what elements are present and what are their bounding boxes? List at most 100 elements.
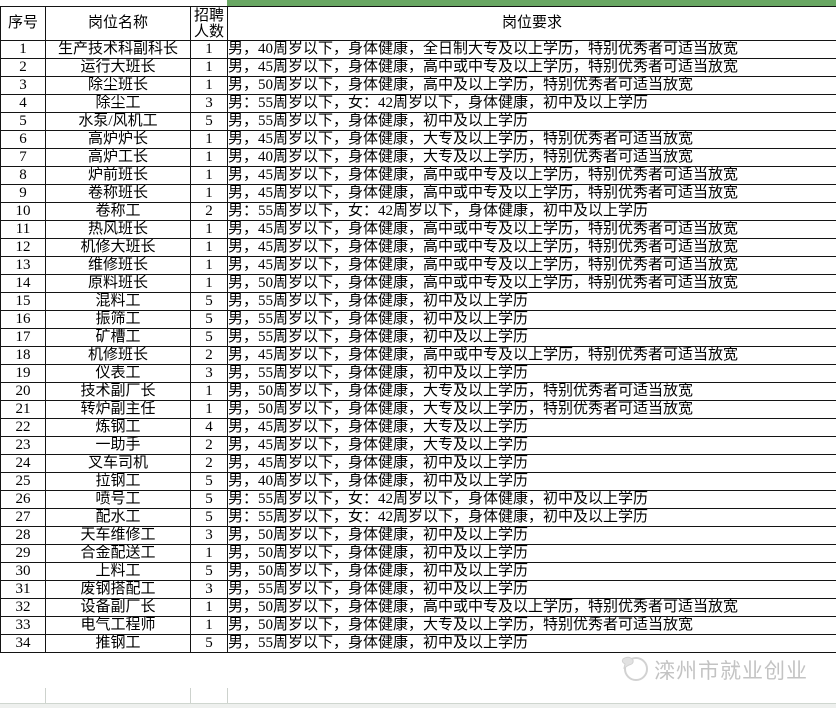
cell-position: 矿槽工 (45, 328, 191, 347)
table-row: 27 配水工 5 男：55周岁以下，女：42周岁以下，身体健康，初中及以上学历 (0, 508, 836, 527)
cell-seq: 17 (0, 328, 46, 347)
cell-count: 1 (190, 400, 228, 419)
table-row: 13 维修班长 1 男，45周岁以下，身体健康，高中或中专及以上学历，特别优秀者可适当… (0, 256, 836, 275)
cell-count: 5 (190, 508, 228, 527)
cell-position: 推钢工 (45, 634, 191, 653)
cell-seq: 15 (0, 292, 46, 311)
cell-position: 生产技术科副科长 (45, 40, 191, 59)
cell-seq: 10 (0, 202, 46, 221)
cell-seq: 11 (0, 220, 46, 239)
cell-seq: 13 (0, 256, 46, 275)
cell-requirements: 男，45周岁以下，身体健康，初中及以上学历 (227, 454, 836, 473)
table-row: 7 高炉工长 1 男，40周岁以下，身体健康，大专及以上学历，特别优秀者可适当放宽 (0, 148, 836, 167)
cell-requirements: 男，55周岁以下，身体健康，初中及以上学历 (227, 292, 836, 311)
stub-divider (227, 688, 228, 703)
cell-seq: 7 (0, 148, 46, 167)
table-row: 31 废钢搭配工 3 男，55周岁以下，身体健康，初中及以上学历 (0, 580, 836, 599)
cell-position: 技术副厂长 (45, 382, 191, 401)
cell-count: 2 (190, 436, 228, 455)
cell-position: 高炉炉长 (45, 130, 191, 149)
cell-seq: 31 (0, 580, 46, 599)
table-row: 29 合金配送工 1 男，50周岁以下，身体健康，初中及以上学历 (0, 544, 836, 563)
watermark: 滦州市就业创业 (620, 650, 830, 690)
cell-requirements: 男，50周岁以下，身体健康，初中及以上学历 (227, 562, 836, 581)
cell-position: 叉车司机 (45, 454, 191, 473)
watermark-circle-bubble-logo-icon (620, 653, 650, 688)
cell-count: 1 (190, 148, 228, 167)
stub-divider (190, 688, 191, 703)
table-row: 14 原料班长 1 男，50周岁以下，身体健康，高中或中专及以上学历，特别优秀者可适当… (0, 274, 836, 293)
table-row: 21 转炉副主任 1 男，50周岁以下，身体健康，大专及以上学历，特别优秀者可适当放宽 (0, 400, 836, 419)
cell-position: 振筛工 (45, 310, 191, 329)
cell-seq: 29 (0, 544, 46, 563)
cell-count: 5 (190, 310, 228, 329)
table-row: 25 拉钢工 5 男，40周岁以下，身体健康，初中及以上学历 (0, 472, 836, 491)
cell-position: 转炉副主任 (45, 400, 191, 419)
cell-requirements: 男：55周岁以下，女：42周岁以下，身体健康，初中及以上学历 (227, 94, 836, 113)
cell-position: 水泵/风机工 (45, 112, 191, 131)
cell-position: 仪表工 (45, 364, 191, 383)
cell-count: 5 (190, 490, 228, 509)
cell-position: 热风班长 (45, 220, 191, 239)
cell-requirements: 男，55周岁以下，身体健康，初中及以上学历 (227, 580, 836, 599)
table-row: 15 混料工 5 男，55周岁以下，身体健康，初中及以上学历 (0, 292, 836, 311)
table-row: 23 一助手 2 男，45周岁以下，身体健康，大专及以上学历 (0, 436, 836, 455)
cell-requirements: 男，45周岁以下，身体健康，高中或中专及以上学历，特别优秀者可适当放宽 (227, 256, 836, 275)
cell-requirements: 男，45周岁以下，身体健康，高中或中专及以上学历，特别优秀者可适当放宽 (227, 58, 836, 77)
table-row: 10 卷称工 2 男：55周岁以下，女：42周岁以下，身体健康，初中及以上学历 (0, 202, 836, 221)
cell-position: 机修班长 (45, 346, 191, 365)
cell-position: 除尘班长 (45, 76, 191, 95)
cell-count: 1 (190, 58, 228, 77)
cell-position: 合金配送工 (45, 544, 191, 563)
cell-requirements: 男，45周岁以下，身体健康，高中或中专及以上学历，特别优秀者可适当放宽 (227, 184, 836, 203)
cell-count: 5 (190, 562, 228, 581)
cell-seq: 26 (0, 490, 46, 509)
cell-seq: 27 (0, 508, 46, 527)
cell-count: 5 (190, 112, 228, 131)
table-row: 22 炼钢工 4 男，45周岁以下，身体健康，大专及以上学历 (0, 418, 836, 437)
cell-requirements: 男，45周岁以下，身体健康，大专及以上学历 (227, 436, 836, 455)
cell-requirements: 男，45周岁以下，身体健康，大专及以上学历 (227, 418, 836, 437)
cell-count: 3 (190, 364, 228, 383)
table-row: 33 电气工程师 1 男，50周岁以下，身体健康，大专及以上学历，特别优秀者可适当放宽 (0, 616, 836, 635)
cell-requirements: 男：55周岁以下，女：42周岁以下，身体健康，初中及以上学历 (227, 202, 836, 221)
cell-requirements: 男，55周岁以下，身体健康，初中及以上学历 (227, 634, 836, 653)
table-row: 2 运行大班长 1 男，45周岁以下，身体健康，高中或中专及以上学历，特别优秀者可适当… (0, 58, 836, 77)
header-seq: 序号 (0, 6, 46, 41)
table-row: 20 技术副厂长 1 男，50周岁以下，身体健康，大专及以上学历，特别优秀者可适当放宽 (0, 382, 836, 401)
table-row: 18 机修班长 2 男，45周岁以下，身体健康，高中或中专及以上学历，特别优秀者可适当… (0, 346, 836, 365)
cell-position: 拉钢工 (45, 472, 191, 491)
cell-seq: 12 (0, 238, 46, 257)
top-accent-bar (227, 0, 836, 6)
table-row: 5 水泵/风机工 5 男，55周岁以下，身体健康，初中及以上学历 (0, 112, 836, 131)
cell-position: 废钢搭配工 (45, 580, 191, 599)
cell-seq: 34 (0, 634, 46, 653)
cell-requirements: 男，55周岁以下，身体健康，初中及以上学历 (227, 364, 836, 383)
table-row: 24 叉车司机 2 男，45周岁以下，身体健康，初中及以上学历 (0, 454, 836, 473)
cell-seq: 24 (0, 454, 46, 473)
cell-count: 1 (190, 40, 228, 59)
cell-requirements: 男，40周岁以下，身体健康，全日制大专及以上学历，特别优秀者可适当放宽 (227, 40, 836, 59)
cell-position: 运行大班长 (45, 58, 191, 77)
table-row: 16 振筛工 5 男，55周岁以下，身体健康，初中及以上学历 (0, 310, 836, 329)
cell-count: 5 (190, 634, 228, 653)
cell-position: 配水工 (45, 508, 191, 527)
cell-requirements: 男，50周岁以下，身体健康，高中或中专及以上学历，特别优秀者可适当放宽 (227, 274, 836, 293)
table-row: 11 热风班长 1 男，45周岁以下，身体健康，高中或中专及以上学历，特别优秀者可适当… (0, 220, 836, 239)
cell-count: 1 (190, 256, 228, 275)
table-row: 28 天车维修工 3 男，50周岁以下，身体健康，初中及以上学历 (0, 526, 836, 545)
cell-position: 卷称工 (45, 202, 191, 221)
cell-requirements: 男，45周岁以下，身体健康，高中或中专及以上学历，特别优秀者可适当放宽 (227, 220, 836, 239)
cell-requirements: 男，50周岁以下，身体健康，大专及以上学历，特别优秀者可适当放宽 (227, 400, 836, 419)
cell-requirements: 男，50周岁以下，身体健康，高中及以上学历，特别优秀者可适当放宽 (227, 76, 836, 95)
cell-count: 1 (190, 166, 228, 185)
cell-count: 1 (190, 238, 228, 257)
bottom-edge-strip (0, 704, 836, 708)
cell-position: 原料班长 (45, 274, 191, 293)
cell-requirements: 男，55周岁以下，身体健康，初中及以上学历 (227, 310, 836, 329)
cell-position: 炼钢工 (45, 418, 191, 437)
cell-count: 1 (190, 220, 228, 239)
table-row: 12 机修大班长 1 男，45周岁以下，身体健康，高中或中专及以上学历，特别优秀者可适… (0, 238, 836, 257)
table-row: 17 矿槽工 5 男，55周岁以下，身体健康，初中及以上学历 (0, 328, 836, 347)
cell-requirements: 男，55周岁以下，身体健康，初中及以上学历 (227, 112, 836, 131)
